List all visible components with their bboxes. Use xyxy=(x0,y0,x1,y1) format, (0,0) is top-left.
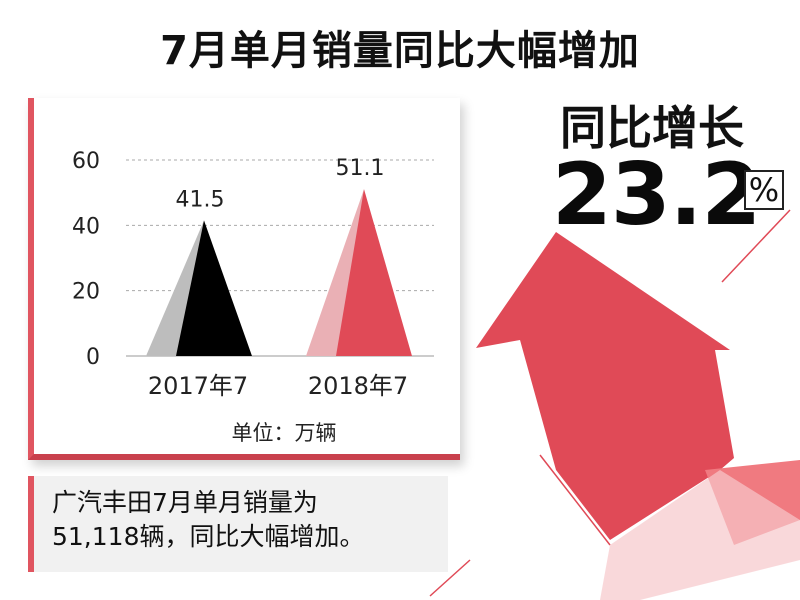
y-tick-label: 0 xyxy=(86,345,100,370)
yoy-growth-label: 同比增长 xyxy=(560,101,744,155)
bar xyxy=(336,189,412,356)
bar xyxy=(176,220,252,356)
caption-line-2: 51,118辆，同比大幅增加。 xyxy=(52,522,365,551)
y-tick-label: 60 xyxy=(72,149,100,174)
caption-line-1: 广汽丰田7月单月销量为 xyxy=(52,488,318,517)
page-title: 7月单月销量同比大幅增加 xyxy=(160,28,640,74)
data-label: 41.5 xyxy=(176,187,225,212)
y-tick-label: 20 xyxy=(72,280,100,305)
caption-box: 广汽丰田7月单月销量为 51,118辆，同比大幅增加。 xyxy=(28,476,448,572)
percent-sign-badge: % xyxy=(744,170,784,210)
sales-chart: 0 20 40 60 41.5 2017年7 51.1 2018年7 单位：万辆 xyxy=(72,149,434,445)
x-tick-label: 2017年7 xyxy=(148,372,248,400)
data-label: 51.1 xyxy=(336,156,385,181)
y-tick-label: 40 xyxy=(72,214,100,239)
chart-card: 0 20 40 60 41.5 2017年7 51.1 2018年7 单位：万辆 xyxy=(28,98,460,460)
unit-label: 单位：万辆 xyxy=(232,421,337,445)
x-tick-label: 2018年7 xyxy=(308,372,408,400)
yoy-growth-value: 23.2 xyxy=(552,145,761,245)
growth-arrow xyxy=(476,232,734,540)
